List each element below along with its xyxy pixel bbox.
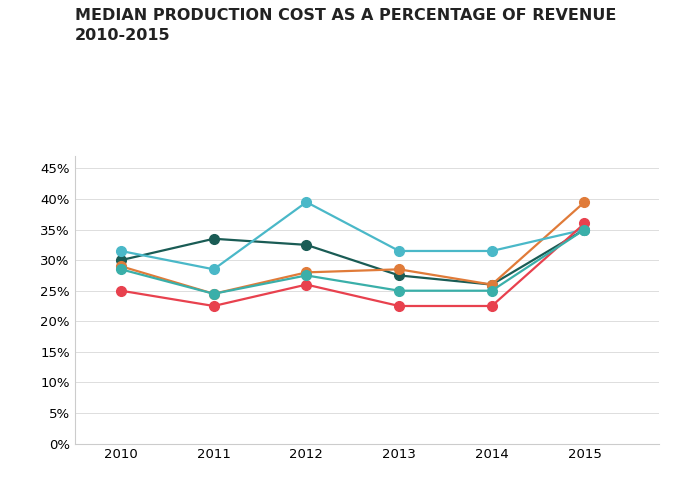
Legend: Australia, Canada, U.K., U.S., Global: Australia, Canada, U.K., U.S., Global — [148, 499, 585, 504]
Text: 2010-2015: 2010-2015 — [75, 28, 170, 43]
Text: MEDIAN PRODUCTION COST AS A PERCENTAGE OF REVENUE: MEDIAN PRODUCTION COST AS A PERCENTAGE O… — [75, 8, 616, 23]
